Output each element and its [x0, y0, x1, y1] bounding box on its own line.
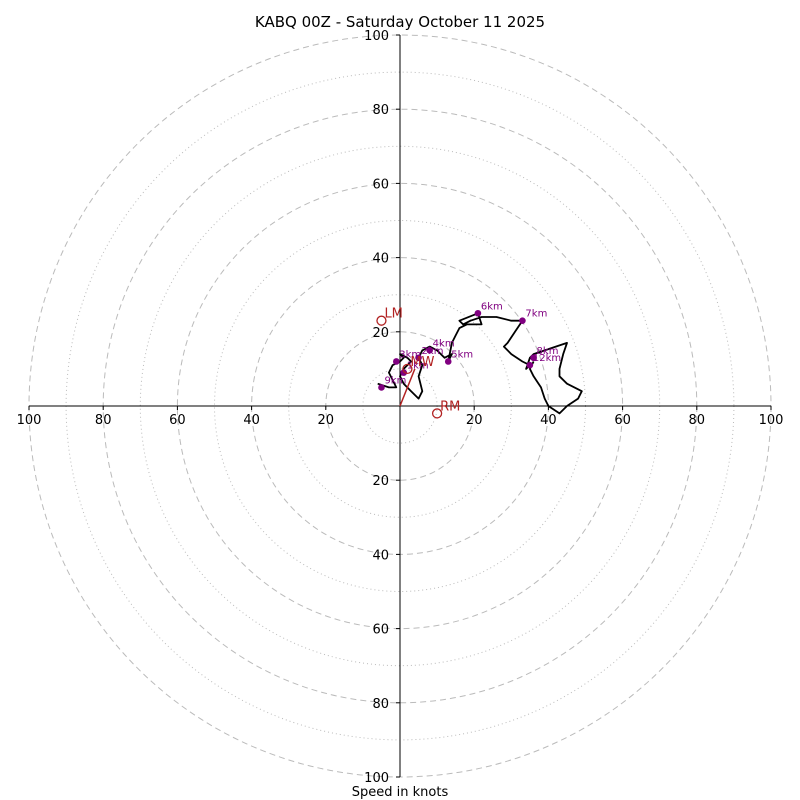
tick-label-bottom: 40: [372, 548, 389, 563]
height-marker-label: 12km: [533, 353, 561, 364]
tick-label-right: 80: [689, 413, 706, 428]
height-marker-label: 9km: [384, 375, 406, 386]
x-axis-label: Speed in knots: [352, 785, 449, 800]
hodograph-trace: [377, 312, 583, 415]
tick-label-left: 40: [243, 413, 260, 428]
storm-motion-marker: [431, 408, 443, 419]
height-marker-dot: [530, 354, 537, 362]
height-marker-label: 4km: [433, 338, 455, 349]
height-marker-dot: [378, 384, 385, 391]
tick-label-bottom: 80: [372, 697, 389, 712]
tick-label-top: 60: [372, 177, 389, 192]
tick-label-left: 100: [17, 413, 42, 428]
storm-motion-markers: LM MW RM: [376, 307, 460, 419]
tick-label-bottom: 60: [372, 623, 389, 638]
tick-label-bottom: 20: [372, 474, 389, 489]
height-marker-dot: [526, 361, 534, 369]
height-marker-dot: [444, 358, 452, 365]
tick-label-left: 60: [169, 413, 186, 428]
height-markers: 1km2km3km4km5km6km7km8km9km12km: [378, 301, 561, 391]
storm-motion-vector: [399, 368, 416, 407]
tick-label-bottom: 100: [364, 771, 389, 786]
height-marker-label: 5km: [451, 349, 473, 360]
tick-label-top: 20: [372, 326, 389, 341]
storm-motion-label: LM: [384, 307, 402, 322]
height-marker-label: 6km: [481, 301, 503, 312]
height-marker-label: 8km: [537, 346, 559, 357]
height-marker-dot: [415, 354, 422, 362]
tick-label-right: 60: [614, 413, 631, 428]
height-marker-dot: [392, 358, 400, 365]
height-marker-label: 7km: [525, 309, 547, 320]
tick-label-right: 100: [759, 413, 784, 428]
storm-motion-marker: [402, 363, 413, 375]
height-marker-dot: [426, 347, 433, 354]
tick-label-left: 80: [95, 413, 112, 428]
chart-title: KABQ 00Z - Saturday October 11 2025: [255, 13, 545, 31]
tick-label-right: 20: [466, 413, 483, 428]
tick-label-top: 80: [372, 103, 389, 118]
wind-profile: [377, 312, 583, 415]
axis-tick-labels: 20 20 20 20 40 40 40 40 60 60 60 60 80 80 80 80 100 100 10…: [17, 29, 784, 786]
height-marker-dot: [474, 309, 482, 317]
height-marker-dot: [519, 317, 526, 324]
tick-label-top: 40: [372, 252, 389, 267]
tick-label-left: 20: [318, 413, 335, 428]
storm-motion-label: RM: [440, 399, 460, 414]
storm-motion-label: MW: [410, 355, 434, 370]
height-marker-label: 1km: [407, 361, 429, 372]
height-marker-dot: [400, 369, 408, 376]
tick-label-top: 100: [364, 29, 389, 44]
storm-motion-marker: [376, 315, 387, 326]
height-marker-label: 3km: [399, 349, 421, 360]
tick-label-right: 40: [540, 413, 557, 428]
